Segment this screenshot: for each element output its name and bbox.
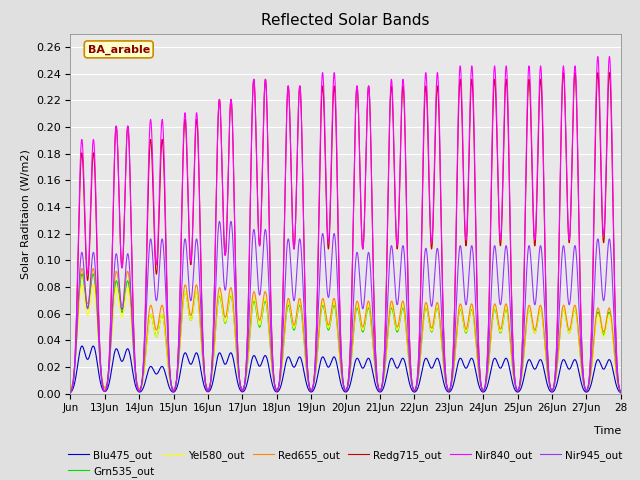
Yel580_out	[266, 336, 273, 342]
Line: Blu475_out: Blu475_out	[70, 346, 621, 393]
Red655_out	[416, 355, 424, 361]
Grn535_out	[475, 368, 483, 374]
Nir945_out	[392, 297, 400, 303]
Grn535_out	[67, 388, 74, 394]
Redg715_out	[94, 293, 102, 299]
Blu475_out	[67, 390, 74, 396]
Nir945_out	[227, 218, 235, 224]
Red655_out	[266, 332, 273, 338]
Grn535_out	[392, 327, 400, 333]
Redg715_out	[416, 312, 424, 317]
Nir945_out	[617, 389, 625, 395]
Redg715_out	[559, 70, 567, 75]
Yel580_out	[617, 389, 625, 395]
Nir945_out	[67, 389, 74, 395]
Red655_out	[94, 326, 102, 332]
Nir840_out	[594, 54, 602, 60]
Yel580_out	[504, 312, 512, 318]
Nir840_out	[392, 228, 400, 234]
Grn535_out	[90, 271, 97, 277]
Grn535_out	[94, 329, 102, 335]
Line: Redg715_out: Redg715_out	[70, 72, 621, 393]
Blu475_out	[416, 377, 424, 383]
Nir840_out	[67, 390, 74, 396]
Nir840_out	[504, 96, 511, 102]
Grn535_out	[504, 314, 512, 320]
Blu475_out	[504, 359, 512, 364]
Nir945_out	[94, 324, 102, 330]
Red655_out	[392, 322, 400, 328]
Nir945_out	[475, 360, 483, 365]
Nir840_out	[475, 338, 483, 344]
Line: Yel580_out: Yel580_out	[70, 285, 621, 392]
Grn535_out	[617, 389, 625, 395]
Redg715_out	[504, 108, 511, 114]
Nir945_out	[416, 343, 424, 348]
Redg715_out	[617, 389, 625, 395]
Nir840_out	[266, 243, 273, 249]
Blu475_out	[392, 364, 400, 370]
Title: Reflected Solar Bands: Reflected Solar Bands	[261, 13, 430, 28]
Yel580_out	[90, 282, 97, 288]
Nir840_out	[94, 288, 102, 293]
Red655_out	[90, 265, 97, 271]
Blu475_out	[90, 343, 97, 349]
Red655_out	[617, 389, 625, 395]
Grn535_out	[266, 338, 273, 344]
Line: Nir840_out: Nir840_out	[70, 57, 621, 393]
Blu475_out	[475, 381, 483, 387]
Yel580_out	[392, 325, 400, 331]
Yel580_out	[416, 357, 424, 362]
Nir945_out	[504, 257, 512, 263]
Blu475_out	[617, 390, 625, 396]
Line: Nir945_out: Nir945_out	[70, 221, 621, 392]
Yel580_out	[475, 368, 483, 373]
Yel580_out	[67, 388, 74, 394]
Red655_out	[475, 367, 483, 372]
Text: Time: Time	[593, 426, 621, 436]
Redg715_out	[67, 390, 74, 396]
Blu475_out	[94, 366, 102, 372]
Redg715_out	[392, 232, 400, 238]
Grn535_out	[416, 357, 424, 363]
Y-axis label: Solar Raditaion (W/m2): Solar Raditaion (W/m2)	[20, 149, 30, 278]
Line: Grn535_out: Grn535_out	[70, 274, 621, 392]
Text: BA_arable: BA_arable	[88, 44, 150, 55]
Nir840_out	[416, 308, 424, 314]
Nir840_out	[617, 389, 625, 395]
Yel580_out	[94, 335, 102, 340]
Redg715_out	[475, 341, 483, 347]
Blu475_out	[266, 369, 273, 375]
Nir945_out	[266, 305, 273, 311]
Red655_out	[67, 388, 74, 394]
Legend: Blu475_out, Grn535_out, Yel580_out, Red655_out, Redg715_out, Nir840_out, Nir945_: Blu475_out, Grn535_out, Yel580_out, Red6…	[64, 445, 627, 480]
Red655_out	[504, 309, 512, 315]
Redg715_out	[266, 243, 273, 249]
Line: Red655_out: Red655_out	[70, 268, 621, 392]
